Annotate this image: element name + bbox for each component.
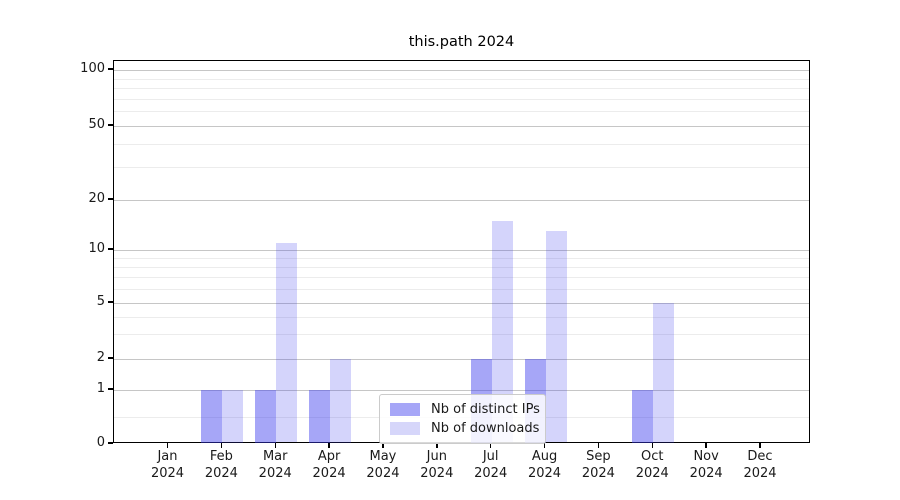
- x-axis-tick-label: Dec 2024: [728, 449, 792, 482]
- x-axis-tick-mark: [597, 443, 600, 448]
- x-axis-tick-mark: [651, 443, 653, 448]
- x-axis-tick-year: 2024: [312, 465, 346, 481]
- major-gridline: [114, 70, 809, 71]
- bar-oct-distinct-ips: [632, 390, 654, 443]
- legend-label-distinct-ips: Nb of distinct IPs: [431, 402, 540, 417]
- x-axis-tick-year: 2024: [581, 465, 615, 481]
- minor-gridline: [114, 167, 809, 169]
- legend-label-downloads: Nb of downloads: [431, 421, 540, 436]
- minor-gridline: [114, 78, 809, 80]
- bar-oct-downloads: [653, 303, 675, 443]
- x-axis-tick-label: Nov 2024: [674, 449, 738, 482]
- x-axis-tick-mark: [436, 443, 438, 448]
- x-axis-tick-year: 2024: [635, 465, 669, 481]
- minor-gridline: [114, 277, 809, 279]
- y-axis-tick-mark: [108, 301, 113, 303]
- x-axis-tick-mark: [328, 443, 330, 448]
- bar-mar-distinct-ips: [255, 390, 277, 443]
- x-axis-tick-label: Jan 2024: [136, 449, 200, 482]
- y-axis-tick-label: 50: [88, 117, 105, 132]
- plot-area: [113, 60, 810, 443]
- y-axis-tick-label: 5: [96, 294, 105, 309]
- major-gridline: [114, 200, 809, 201]
- x-axis-tick-year: 2024: [420, 465, 454, 481]
- x-axis-tick-mark: [166, 443, 169, 448]
- minor-gridline: [114, 98, 809, 100]
- y-axis-tick-mark: [108, 357, 113, 359]
- bar-apr-distinct-ips: [309, 390, 331, 443]
- x-axis-tick-label: Oct 2024: [620, 449, 684, 482]
- y-axis-tick-label: 2: [96, 350, 105, 365]
- x-axis-tick-mark: [705, 443, 707, 448]
- x-axis-tick-label: May 2024: [351, 449, 415, 482]
- minor-gridline: [114, 316, 809, 318]
- y-axis-tick-mark: [108, 388, 113, 390]
- minor-gridline: [114, 289, 809, 291]
- bar-feb-distinct-ips: [201, 390, 223, 443]
- y-axis-tick-mark: [108, 68, 113, 70]
- minor-gridline: [114, 88, 809, 90]
- legend-item-distinct-ips: Nb of distinct IPs: [390, 400, 540, 419]
- y-axis-tick-label: 10: [88, 241, 105, 256]
- legend-item-downloads: Nb of downloads: [390, 419, 540, 438]
- y-axis-tick-label: 20: [88, 191, 105, 206]
- x-axis-tick-mark: [274, 443, 276, 448]
- major-gridline: [114, 359, 809, 360]
- minor-gridline: [114, 144, 809, 146]
- bar-feb-downloads: [222, 390, 244, 443]
- x-axis-tick-label: Aug 2024: [513, 449, 577, 482]
- x-axis-tick-year: 2024: [258, 465, 292, 481]
- y-axis-tick-mark: [108, 124, 113, 126]
- x-axis-tick-mark: [220, 443, 223, 448]
- bar-apr-downloads: [330, 359, 352, 443]
- x-axis-tick-year: 2024: [150, 465, 185, 481]
- x-axis-tick-mark: [489, 443, 492, 448]
- x-axis-tick-label: Mar 2024: [243, 449, 307, 482]
- minor-gridline: [114, 267, 809, 269]
- minor-gridline: [114, 258, 809, 260]
- x-axis-tick-label: Jun 2024: [405, 449, 469, 482]
- x-axis-tick-year: 2024: [743, 465, 777, 481]
- y-axis-tick-label: 100: [80, 61, 105, 76]
- x-axis-tick-year: 2024: [527, 465, 562, 481]
- minor-gridline: [114, 334, 809, 336]
- x-axis-tick-label: Feb 2024: [189, 449, 253, 482]
- x-axis-tick-year: 2024: [689, 465, 723, 481]
- minor-gridline: [114, 111, 809, 113]
- x-axis-tick-label: Jul 2024: [459, 449, 523, 482]
- x-axis-tick-year: 2024: [474, 465, 508, 481]
- y-axis-tick-mark: [108, 198, 113, 200]
- x-axis-tick-year: 2024: [204, 465, 238, 481]
- bar-jul-downloads: [491, 220, 513, 443]
- y-axis-tick-label: 0: [96, 435, 105, 450]
- x-axis-tick-mark: [759, 443, 761, 448]
- chart-title: this.path 2024: [408, 34, 515, 50]
- major-gridline: [114, 303, 809, 304]
- y-axis-tick-mark: [108, 442, 113, 444]
- x-axis-tick-mark: [382, 443, 384, 448]
- major-gridline: [114, 390, 809, 391]
- legend: Nb of distinct IPs Nb of downloads: [379, 394, 546, 444]
- legend-swatch-distinct-ips: [390, 403, 420, 416]
- y-axis-tick-mark: [108, 248, 113, 250]
- x-axis-tick-label: Apr 2024: [297, 449, 361, 482]
- x-axis-tick-year: 2024: [366, 465, 400, 481]
- bar-mar-downloads: [276, 243, 298, 443]
- legend-swatch-downloads: [390, 422, 420, 435]
- major-gridline: [114, 250, 809, 251]
- y-axis-tick-label: 1: [96, 381, 105, 396]
- x-axis-tick-mark: [543, 443, 546, 448]
- x-axis-tick-label: Sep 2024: [566, 449, 630, 482]
- major-gridline: [114, 126, 809, 127]
- bar-aug-downloads: [545, 231, 567, 443]
